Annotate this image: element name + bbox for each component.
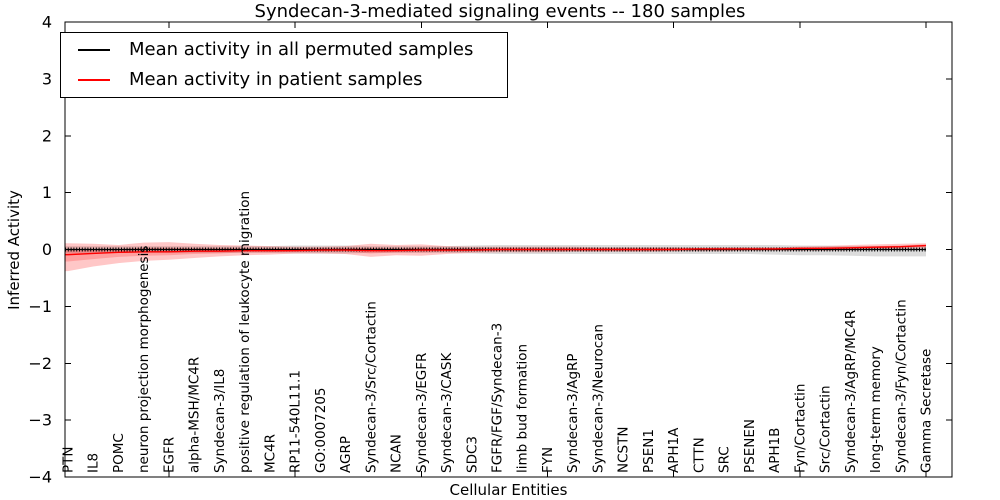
x-category-label: Syndecan-3/IL8 bbox=[212, 369, 228, 473]
y-tick-label: −2 bbox=[28, 354, 52, 373]
x-category-label: MC4R bbox=[262, 434, 278, 473]
legend-label-permuted: Mean activity in all permuted samples bbox=[129, 39, 474, 61]
x-category-label: Syndecan-3/AgRP bbox=[565, 353, 581, 473]
legend-line-permuted bbox=[78, 49, 110, 52]
x-category-label: CTTN bbox=[691, 437, 707, 473]
band-permuted bbox=[65, 244, 926, 257]
y-tick-label: −4 bbox=[28, 468, 52, 487]
x-category-label: GO:0007205 bbox=[313, 387, 329, 473]
x-category-label: long-term memory bbox=[868, 346, 884, 473]
x-category-label: APH1A bbox=[666, 427, 682, 473]
legend-item-patient: Mean activity in patient samples bbox=[78, 68, 507, 92]
y-tick-label: 0 bbox=[42, 240, 52, 259]
x-category-label: Gamma Secretase bbox=[919, 349, 935, 473]
x-category-label: RP11-540L11.1 bbox=[288, 370, 304, 473]
x-category-label: SRC bbox=[717, 446, 733, 473]
chart-title: Syndecan-3-mediated signaling events -- … bbox=[254, 1, 746, 22]
y-tick-label: −1 bbox=[28, 297, 52, 316]
x-category-label: Syndecan-3/Neurocan bbox=[590, 324, 606, 473]
x-category-label: Syndecan-3/CASK bbox=[439, 352, 455, 473]
x-category-label: FYN bbox=[540, 447, 556, 473]
y-tick-label: 3 bbox=[42, 69, 52, 88]
x-category-label: PSEN1 bbox=[641, 429, 657, 473]
x-axis-title: Cellular Entities bbox=[449, 481, 568, 499]
x-category-label: FGFR/FGF/Syndecan-3 bbox=[490, 323, 506, 473]
x-category-label: neuron projection morphogenesis bbox=[136, 246, 152, 473]
x-category-label: NCSTN bbox=[616, 427, 632, 473]
x-category-label: Syndecan-3/EGFR bbox=[414, 353, 430, 473]
y-tick-label: 2 bbox=[42, 126, 52, 145]
y-tick-label: 1 bbox=[42, 183, 52, 202]
y-axis-title: Inferred Activity bbox=[5, 190, 23, 310]
x-category-label: POMC bbox=[111, 433, 127, 473]
x-category-label: positive regulation of leukocyte migrati… bbox=[237, 191, 253, 473]
x-category-label: Syndecan-3/Fyn/Cortactin bbox=[893, 299, 909, 473]
x-category-label: Src/Cortactin bbox=[818, 385, 834, 473]
patient-mean-line bbox=[65, 244, 927, 256]
y-tick-label: −3 bbox=[28, 411, 52, 430]
y-tick-label: 4 bbox=[42, 13, 52, 32]
x-category-label: SDC3 bbox=[464, 436, 480, 473]
x-category-label: AGRP bbox=[338, 436, 354, 473]
x-category-label: PTN bbox=[61, 447, 77, 474]
legend-item-permuted: Mean activity in all permuted samples bbox=[78, 38, 507, 62]
x-category-label: APH1B bbox=[767, 428, 783, 473]
x-category-label: limb bud formation bbox=[515, 344, 531, 473]
x-category-label: Syndecan-3/Src/Cortactin bbox=[363, 301, 379, 473]
x-category-label: NCAN bbox=[389, 434, 405, 473]
x-category-label: IL8 bbox=[86, 453, 102, 473]
x-category-label: alpha-MSH/MC4R bbox=[187, 357, 203, 473]
x-category-label: PSENEN bbox=[742, 419, 758, 473]
legend-label-patient: Mean activity in patient samples bbox=[129, 68, 423, 90]
x-category-label: Syndecan-3/AgRP/MC4R bbox=[843, 310, 859, 473]
legend-line-patient bbox=[78, 78, 110, 81]
x-category-label: Fyn/Cortactin bbox=[792, 384, 808, 473]
legend: Mean activity in all permuted samples Me… bbox=[60, 32, 508, 98]
x-category-label: EGFR bbox=[161, 437, 177, 473]
